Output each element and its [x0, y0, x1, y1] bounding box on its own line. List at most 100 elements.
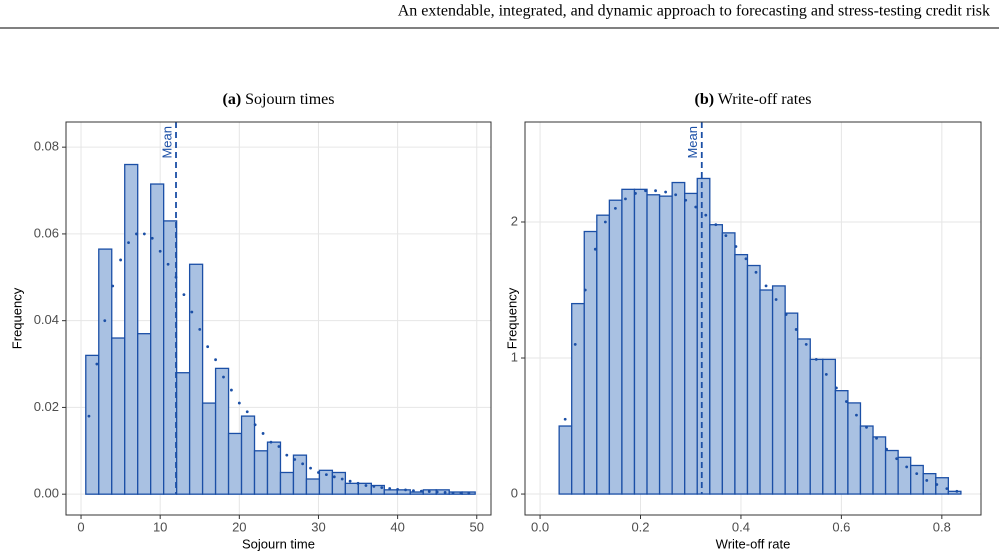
y-tick-label: 0.00: [34, 486, 59, 501]
x-tick-label: 50: [470, 519, 484, 534]
density-dot: [774, 298, 778, 301]
histogram-bar: [922, 472, 937, 495]
density-dot: [794, 328, 798, 331]
histogram-bar: [784, 312, 799, 495]
density-dot: [634, 192, 637, 195]
density-dot: [603, 220, 607, 224]
density-dot: [435, 490, 439, 494]
density-dot: [865, 425, 868, 429]
density-dot: [340, 477, 344, 481]
x-tick-label: 0.4: [732, 519, 750, 534]
histogram-bar: [734, 253, 749, 495]
histogram-bar: [583, 230, 598, 495]
histogram-bar: [150, 183, 165, 495]
density-dot: [467, 491, 471, 495]
density-dot: [885, 447, 888, 451]
histogram-bar: [292, 454, 308, 495]
density-dot: [348, 479, 352, 483]
histogram-bar: [163, 220, 178, 495]
density-dot: [734, 245, 738, 248]
density-dot: [744, 257, 748, 261]
y-tick-label: 0.06: [34, 225, 59, 240]
density-dot: [412, 489, 415, 493]
histogram-bar: [696, 177, 711, 495]
density-dot: [845, 400, 848, 403]
histogram-bar: [671, 181, 686, 495]
density-dot: [127, 241, 130, 244]
title-text: Sojourn times: [245, 91, 334, 108]
mean-label: Mean: [685, 126, 700, 159]
y-tick-label: 0.04: [34, 312, 59, 327]
histogram-bar: [797, 338, 811, 495]
histogram-bar: [383, 489, 398, 495]
density-dot: [563, 417, 567, 421]
x-tick-label: 20: [232, 519, 246, 534]
density-dot: [404, 488, 407, 492]
x-axis-label: Sojourn time: [242, 536, 315, 551]
density-dot: [214, 358, 217, 362]
density-dot: [87, 414, 91, 418]
running-header: An extendable, integrated, and dynamic a…: [398, 3, 990, 20]
histogram-bar: [279, 471, 295, 495]
histogram-bar: [884, 449, 899, 495]
histogram-bar: [935, 477, 950, 495]
histogram-bar: [344, 482, 360, 495]
histogram-bar: [396, 489, 411, 495]
x-axis-label: Write-off rate: [716, 536, 791, 551]
x-tick-label: 0.8: [933, 519, 951, 534]
y-axis-label: Frequency: [504, 287, 519, 349]
density-dot: [955, 489, 959, 493]
density-dot: [293, 458, 297, 461]
histogram-bar: [266, 441, 282, 495]
density-dot: [309, 466, 312, 470]
density-dot: [451, 491, 455, 495]
density-dot: [925, 479, 929, 482]
histogram-bar: [240, 415, 256, 495]
density-dot: [935, 483, 939, 486]
histogram-bar: [124, 163, 139, 495]
density-dot: [784, 313, 788, 316]
density-dot: [654, 189, 657, 193]
density-dot: [111, 284, 115, 288]
density-dot: [158, 249, 162, 253]
density-dot: [684, 198, 688, 202]
y-tick-label: 0: [511, 485, 518, 500]
chart-title: (a) Sojourn times: [223, 91, 335, 108]
panel-border: [65, 121, 492, 516]
x-tick-label: 0: [77, 519, 84, 534]
histogram-bar: [201, 402, 217, 495]
density-dot: [380, 486, 384, 490]
y-axis-label: Frequency: [9, 287, 24, 349]
density-dot: [905, 465, 909, 469]
histogram-bar: [721, 232, 736, 495]
histogram-bar: [253, 450, 269, 495]
mean-label: Mean: [159, 126, 174, 159]
density-dot: [150, 236, 154, 240]
density-dot: [427, 490, 431, 493]
y-tick-label: 1: [511, 349, 518, 364]
x-tick-label: 30: [311, 519, 325, 534]
histogram-bar: [859, 425, 874, 495]
density-dot: [372, 484, 376, 488]
histogram-bar: [621, 188, 636, 495]
histogram-bar: [646, 194, 661, 495]
density-dot: [190, 310, 194, 314]
density-dot: [119, 258, 123, 262]
histogram-bar: [872, 436, 887, 495]
density-dot: [182, 293, 186, 297]
density-dot: [198, 327, 202, 331]
histogram-bar: [608, 199, 623, 495]
density-dot: [593, 247, 597, 251]
density-dot: [324, 473, 328, 477]
density-dot: [945, 487, 949, 491]
density-dot: [356, 481, 360, 485]
histogram-bar: [771, 285, 786, 495]
histogram-bar: [809, 358, 824, 495]
density-dot: [142, 232, 146, 236]
density-dot: [317, 471, 320, 474]
density-dot: [237, 401, 241, 405]
density-dot: [396, 488, 400, 491]
histogram-bar: [214, 367, 230, 495]
density-dot: [135, 232, 138, 236]
